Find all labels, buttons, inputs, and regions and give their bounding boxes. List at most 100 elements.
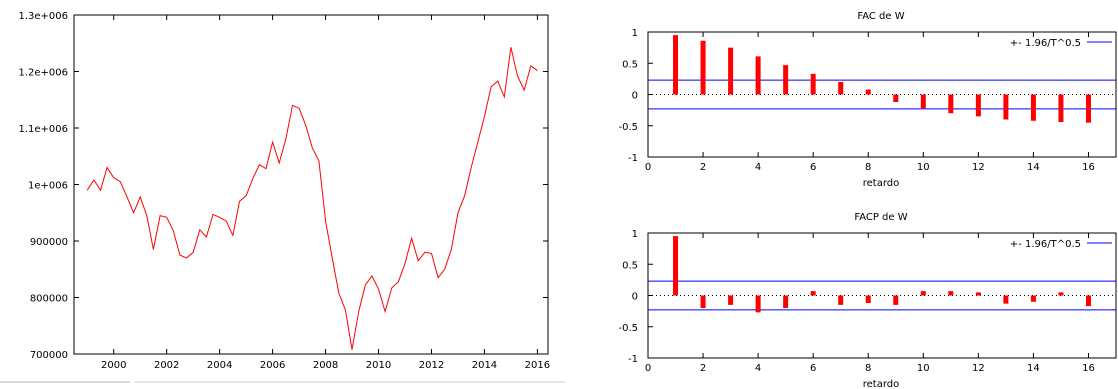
acf-y-tick-label: 1 bbox=[632, 28, 638, 39]
pacf-bar bbox=[838, 295, 844, 305]
pacf-bar bbox=[1085, 295, 1091, 307]
acf-bar bbox=[728, 47, 734, 95]
pacf-x-axis-label: retardo bbox=[863, 379, 900, 389]
ts-x-tick-label: 2016 bbox=[525, 360, 550, 371]
acf-bar bbox=[920, 94, 926, 109]
pacf-plot-frame bbox=[647, 232, 1117, 359]
pacf-bar bbox=[893, 295, 899, 305]
pacf-bar bbox=[755, 295, 761, 313]
acf-y-tick-label: 0.5 bbox=[622, 59, 638, 70]
pacf-y-tick-label: -1 bbox=[628, 354, 638, 365]
horizontal-scrollbar[interactable] bbox=[0, 380, 565, 389]
pacf-bar bbox=[728, 295, 734, 305]
acf-chart: FAC de W -1-0.500.510 2 4 6 8 10 12 14 16 +- 1.9… bbox=[618, 11, 1117, 189]
pacf-bar bbox=[700, 295, 706, 308]
acf-x-tick-label: 6 bbox=[810, 162, 816, 173]
acf-bar bbox=[975, 94, 981, 117]
acf-x-tick-label: 12 bbox=[972, 162, 985, 173]
pacf-y-tick-label: 0 bbox=[632, 292, 638, 303]
acf-axes: -1-0.500.510 2 4 6 8 10 12 14 16 bbox=[618, 28, 1116, 173]
pacf-bar bbox=[673, 236, 679, 296]
ts-x-tick-label: 2000 bbox=[101, 360, 126, 371]
ts-y-tick-label: 900000 bbox=[30, 237, 68, 248]
acf-y-tick-label: 0 bbox=[632, 91, 638, 102]
acf-x-tick-label: 16 bbox=[1082, 162, 1095, 173]
time-series-chart: 700000 800000 900000 1e+006 1.1e+006 1.2e+006… bbox=[18, 11, 550, 371]
acf-x-tick-label: 8 bbox=[865, 162, 871, 173]
pacf-title: FACP de W bbox=[854, 212, 907, 223]
pacf-y-tick-label: 0.5 bbox=[622, 260, 638, 271]
pacf-bar bbox=[865, 295, 871, 303]
pacf-bar bbox=[975, 292, 981, 296]
time-series-plot-frame bbox=[73, 14, 549, 355]
ts-x-tick-label: 2008 bbox=[313, 360, 338, 371]
pacf-bar bbox=[783, 295, 789, 308]
acf-bar bbox=[673, 35, 679, 95]
acf-bar bbox=[783, 65, 789, 95]
acf-bar bbox=[1030, 94, 1036, 121]
acf-bar bbox=[755, 56, 761, 95]
ts-y-tick-label: 700000 bbox=[30, 350, 68, 361]
ts-y-tick-label: 1.1e+006 bbox=[18, 124, 68, 135]
pacf-x-tick-label: 14 bbox=[1027, 363, 1040, 374]
pacf-chart: FACP de W -1-0.500.510 2 4 6 8 10 12 14 16 +- 1.… bbox=[618, 212, 1117, 389]
pacf-x-tick-label: 0 bbox=[645, 363, 651, 374]
acf-legend-label: +- 1.96/T^0.5 bbox=[1010, 38, 1081, 49]
acf-bars bbox=[673, 35, 1091, 123]
ts-y-tick-label: 800000 bbox=[30, 294, 68, 305]
pacf-bar bbox=[948, 291, 954, 296]
ts-x-tick-label: 2010 bbox=[366, 360, 391, 371]
pacf-bar bbox=[1058, 292, 1064, 296]
pacf-x-tick-label: 6 bbox=[810, 363, 816, 374]
time-series-x-axis: 2000 2002 2004 2006 2008 2010 2012 2014 2016 bbox=[101, 15, 550, 371]
acf-bar bbox=[838, 82, 844, 95]
pacf-bar bbox=[920, 291, 926, 296]
acf-x-tick-label: 2 bbox=[700, 162, 706, 173]
ts-y-tick-label: 1e+006 bbox=[28, 181, 68, 192]
pacf-legend-label: +- 1.96/T^0.5 bbox=[1010, 239, 1081, 250]
time-series-line bbox=[86, 47, 538, 350]
pacf-x-tick-label: 10 bbox=[917, 363, 930, 374]
acf-legend: +- 1.96/T^0.5 bbox=[1010, 38, 1112, 49]
acf-bar bbox=[865, 89, 871, 95]
acf-x-tick-label: 0 bbox=[645, 162, 651, 173]
pacf-x-tick-label: 4 bbox=[755, 363, 761, 374]
acf-x-tick-label: 4 bbox=[755, 162, 761, 173]
acf-title: FAC de W bbox=[857, 11, 904, 22]
ts-x-tick-label: 2002 bbox=[154, 360, 179, 371]
acf-x-tick-label: 14 bbox=[1027, 162, 1040, 173]
ts-x-tick-label: 2012 bbox=[419, 360, 444, 371]
pacf-y-tick-label: 1 bbox=[632, 229, 638, 240]
scrollbar-track-left bbox=[0, 381, 130, 383]
acf-bar bbox=[893, 94, 899, 102]
acf-y-tick-label: -0.5 bbox=[618, 122, 638, 133]
acf-bar bbox=[1085, 94, 1091, 123]
ts-x-tick-label: 2006 bbox=[260, 360, 285, 371]
pacf-bars bbox=[673, 236, 1091, 313]
acf-plot-frame bbox=[647, 31, 1117, 158]
ts-y-tick-label: 1.2e+006 bbox=[18, 68, 68, 79]
pacf-x-tick-label: 8 bbox=[865, 363, 871, 374]
acf-bar bbox=[1003, 94, 1009, 120]
ts-x-tick-label: 2004 bbox=[207, 360, 232, 371]
acf-x-axis-label: retardo bbox=[863, 178, 900, 189]
ts-y-tick-label: 1.3e+006 bbox=[18, 11, 68, 22]
pacf-x-tick-label: 16 bbox=[1082, 363, 1095, 374]
acf-bar bbox=[1058, 94, 1064, 122]
acf-bar bbox=[700, 40, 706, 95]
acf-x-tick-label: 10 bbox=[917, 162, 930, 173]
pacf-y-tick-label: -0.5 bbox=[618, 323, 638, 334]
pacf-x-tick-label: 2 bbox=[700, 363, 706, 374]
pacf-bar bbox=[810, 291, 816, 296]
acf-bar bbox=[810, 73, 816, 95]
pacf-bar bbox=[1003, 295, 1009, 304]
pacf-x-tick-label: 12 bbox=[972, 363, 985, 374]
time-series-y-axis: 700000 800000 900000 1e+006 1.1e+006 1.2e+006… bbox=[18, 11, 548, 361]
acf-bar bbox=[948, 94, 954, 114]
ts-series-line bbox=[86, 47, 538, 350]
pacf-legend: +- 1.96/T^0.5 bbox=[1010, 239, 1112, 250]
acf-y-tick-label: -1 bbox=[628, 153, 638, 164]
pacf-axes: -1-0.500.510 2 4 6 8 10 12 14 16 bbox=[618, 229, 1116, 374]
pacf-bar bbox=[1030, 295, 1036, 302]
